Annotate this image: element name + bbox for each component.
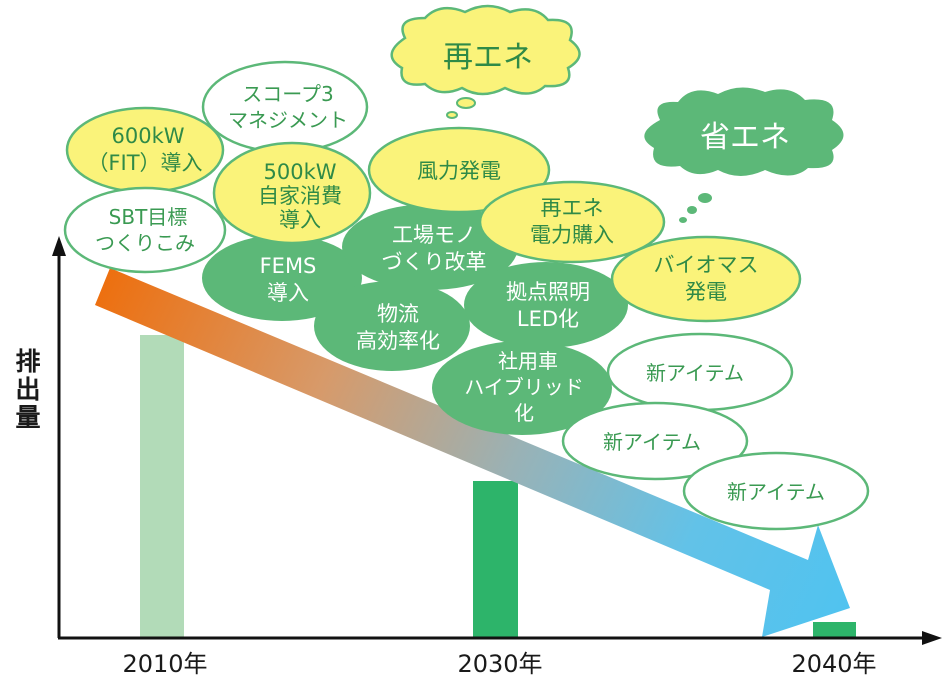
bubble-own500-shape	[212, 141, 372, 245]
bubble-biomass-line1: バイオマス	[654, 253, 759, 277]
bubble-factory: 工場モノ づくり改革	[342, 204, 518, 290]
x-label-2030: 2030年	[457, 650, 542, 678]
y-axis-label-2: 出	[15, 375, 40, 404]
cloud-saving-label: 省エネ	[700, 120, 790, 155]
thought-dot	[446, 111, 458, 119]
thought-dot	[687, 206, 697, 214]
bubble-biomass-shape	[610, 235, 802, 323]
bubble-fit600-shape	[65, 106, 225, 194]
bubble-re-purchase: 再エネ 電力購入	[478, 180, 666, 264]
cloud-renewable-label: 再エネ	[443, 40, 533, 75]
cloud-saving: 省エネ	[644, 87, 844, 223]
bubble-led-line1: 拠点照明	[506, 280, 590, 304]
bubble-own500-line1: 500kW	[263, 160, 336, 184]
bubble-led-shape	[464, 262, 628, 348]
bubble-fit600-line2: （FIT）導入	[87, 151, 202, 175]
bubble-fems-line1: FEMS	[260, 254, 317, 278]
cloud-saving-shape	[644, 87, 844, 176]
bubble-factory-line1: 工場モノ	[392, 223, 476, 247]
bubble-led: 拠点照明 LED化	[464, 262, 628, 348]
bubble-logistics-shape	[314, 281, 470, 371]
bubble-sbt-shape	[63, 186, 227, 274]
y-axis-arrowhead	[52, 236, 66, 256]
bubble-wind-shape	[367, 126, 551, 214]
bubble-logistics-line1: 物流	[377, 302, 419, 326]
thought-dot	[698, 193, 712, 203]
bubble-re-purchase-shape	[478, 180, 666, 264]
bubble-new-item-1-label: 新アイテム	[646, 361, 744, 385]
bubble-new-item-2-label: 新アイテム	[603, 430, 701, 454]
thought-dot	[456, 97, 476, 109]
bubble-wind-line1: 風力発電	[417, 159, 501, 183]
bubble-own500-line2: 自家消費	[258, 184, 342, 208]
bubble-own500: 500kW 自家消費 導入	[212, 141, 372, 245]
cloud-renewable: 再エネ	[390, 4, 581, 119]
bubble-vehicle: 社用車 ハイブリッド 化	[432, 341, 612, 435]
y-axis-label-1: 排	[15, 347, 40, 376]
bubble-fit600-line1: 600kW	[111, 124, 184, 148]
bubble-biomass-line2: 発電	[685, 280, 727, 304]
bubble-scope3-line2: マネジメント	[228, 108, 348, 132]
bubble-logistics: 物流 高効率化	[314, 281, 470, 371]
bubble-new-item-1: 新アイテム	[606, 332, 794, 412]
bubble-sbt-line1: SBT目標	[109, 205, 188, 229]
bar-2010	[140, 335, 184, 638]
cloud-renewable-shape	[390, 4, 581, 96]
bubble-fems-shape	[202, 235, 362, 321]
bubble-fems: FEMS 導入	[202, 235, 362, 321]
axes	[52, 236, 942, 645]
bubble-scope3: スコープ3 マネジメント	[201, 60, 369, 154]
bubble-logistics-line2: 高効率化	[356, 329, 440, 353]
x-label-2040: 2040年	[791, 650, 876, 678]
bubble-scope3-shape	[201, 60, 369, 154]
bar-2030	[473, 481, 518, 638]
bubble-re-purchase-line1: 再エネ	[541, 196, 604, 220]
y-axis-label-3: 量	[15, 403, 40, 432]
bubble-biomass: バイオマス 発電	[610, 235, 802, 323]
bubble-new-item-3-shape	[682, 451, 870, 531]
bubble-new-item-2: 新アイテム	[561, 401, 749, 481]
bar-2040	[813, 622, 856, 638]
bubble-new-item-2-shape	[561, 401, 749, 481]
bubble-vehicle-line1: 社用車	[498, 349, 558, 373]
bubble-vehicle-line2: ハイブリッド	[464, 375, 584, 399]
bubble-vehicle-line3: 化	[514, 401, 534, 425]
bubble-sbt-line2: つくりこみ	[95, 231, 195, 255]
bubble-scope3-line1: スコープ3	[242, 82, 334, 106]
x-label-2010: 2010年	[122, 650, 207, 678]
bubble-new-item-3-label: 新アイテム	[727, 480, 825, 504]
bubble-re-purchase-line2: 電力購入	[530, 223, 614, 247]
bubble-wind: 風力発電	[367, 126, 551, 214]
bubble-fit600: 600kW （FIT）導入	[65, 106, 225, 194]
bubble-factory-shape	[342, 204, 518, 290]
bubble-led-line2: LED化	[517, 307, 579, 331]
bubble-factory-line2: づくり改革	[382, 250, 487, 274]
thought-dot	[679, 217, 687, 223]
bubble-own500-line3: 導入	[279, 208, 321, 232]
bubble-fems-line2: 導入	[267, 281, 309, 305]
bubble-new-item-3: 新アイテム	[682, 451, 870, 531]
x-axis-arrowhead	[922, 631, 942, 645]
bubble-vehicle-shape	[432, 341, 612, 435]
bubble-sbt: SBT目標 つくりこみ	[63, 186, 227, 274]
reduction-arrow	[95, 268, 850, 637]
